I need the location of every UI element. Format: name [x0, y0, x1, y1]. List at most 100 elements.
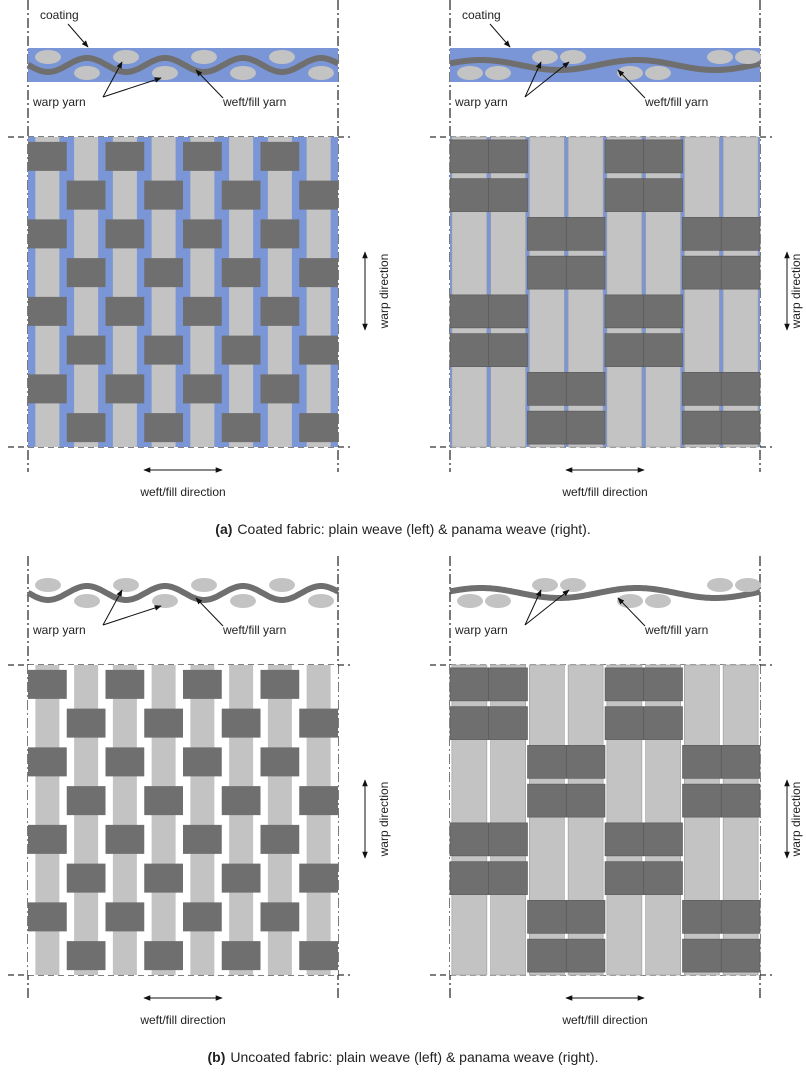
weft-yarn [299, 180, 338, 210]
weft-yarn [144, 413, 183, 443]
warp-yarn-label: warp yarn [454, 623, 508, 637]
weft-yarn [299, 941, 338, 971]
warp-cross-section [560, 50, 586, 64]
weft-yarn [66, 863, 106, 893]
warp-direction-label: warp direction [789, 254, 803, 330]
warp-cross-section [645, 66, 671, 80]
arrow [524, 589, 542, 626]
weft-yarn [28, 219, 67, 249]
weft-yarn [604, 822, 645, 857]
warp-cross-section [152, 66, 178, 80]
weft-yarn [449, 822, 490, 857]
caption: (a) Coated fabric: plain weave (left) & p… [215, 521, 590, 537]
warp-direction-label: warp direction [377, 782, 391, 858]
weft-yarn [299, 258, 338, 288]
weft-yarn [28, 824, 67, 854]
weft-yarn [221, 708, 261, 738]
weft-yarn [682, 745, 722, 779]
weft-yarn [682, 938, 722, 973]
weft-yarn [299, 413, 338, 443]
weft-yarn [604, 178, 645, 212]
weft-yarn [682, 783, 722, 818]
weft-yarn [604, 706, 645, 740]
weft-yarn [604, 139, 645, 174]
weft-yarn [527, 217, 567, 251]
weft-yarn [720, 217, 761, 251]
weft-yarn [66, 708, 106, 738]
weft-yarn [604, 861, 645, 895]
arrow [195, 597, 224, 627]
weft-yarn [260, 219, 300, 249]
warp-cross-section [457, 66, 483, 80]
weft-yarn [299, 708, 338, 738]
weft-yarn [144, 941, 183, 971]
weft-yarn [221, 258, 261, 288]
weft-yarn [527, 900, 567, 934]
weft-yarn [449, 333, 490, 367]
weft-yarn [643, 139, 683, 174]
arrow [67, 23, 89, 48]
weft-yarn [144, 180, 183, 210]
weft-yarn [604, 333, 645, 367]
weft-yarn-label: weft/fill yarn [644, 623, 708, 637]
arrow [102, 589, 123, 626]
warp-cross-section [113, 50, 139, 64]
weft-yarn [643, 706, 683, 740]
weft-yarn [299, 863, 338, 893]
warp-cross-section [560, 578, 586, 592]
arrow [195, 69, 224, 99]
warp-yarn-label: warp yarn [32, 623, 86, 637]
weft-yarn [488, 822, 528, 857]
weft-yarn [643, 294, 683, 329]
weft-yarn [488, 667, 528, 702]
weft-yarn [565, 745, 606, 779]
weft-yarn [144, 258, 183, 288]
warp-cross-section [532, 578, 558, 592]
weft-yarn [565, 372, 606, 406]
weft-yarn [144, 863, 183, 893]
weft-yarn [720, 900, 761, 934]
warp-direction-label: warp direction [789, 782, 803, 858]
weft-yarn [144, 708, 183, 738]
weft-yarn [682, 372, 722, 406]
warp-cross-section [485, 66, 511, 80]
warp-cross-section [74, 66, 100, 80]
weft-yarn [643, 861, 683, 895]
warp-cross-section [532, 50, 558, 64]
weft-yarn [105, 747, 145, 777]
weft-yarn [682, 900, 722, 934]
weft-yarn [299, 335, 338, 365]
weft-yarn [643, 333, 683, 367]
weft-direction-label: weft/fill direction [139, 485, 225, 499]
weft-yarn [183, 747, 222, 777]
weft-yarn [66, 180, 106, 210]
weft-yarn [260, 374, 300, 404]
weft-yarn [28, 902, 67, 932]
weft-yarn [105, 824, 145, 854]
warp-cross-section [191, 50, 217, 64]
weft-yarn [183, 824, 222, 854]
weft-yarn [643, 178, 683, 212]
weft-yarn [604, 667, 645, 702]
coating-label: coating [40, 8, 79, 22]
weft-yarn [260, 141, 300, 171]
warp-cross-section [35, 578, 61, 592]
weft-yarn [720, 745, 761, 779]
warp-yarn-label: warp yarn [32, 95, 86, 109]
weft-yarn [299, 786, 338, 816]
weft-yarn [183, 219, 222, 249]
warp-cross-section [269, 578, 295, 592]
weft-yarn [105, 902, 145, 932]
arrow [524, 589, 570, 626]
weft-yarn [28, 141, 67, 171]
weft-yarn [488, 706, 528, 740]
weft-yarn [449, 667, 490, 702]
arrow [102, 77, 162, 98]
warp-cross-section [230, 66, 256, 80]
weft-yarn [527, 783, 567, 818]
warp-cross-section [308, 66, 334, 80]
weft-yarn [449, 294, 490, 329]
weft-yarn [144, 786, 183, 816]
weft-yarn [488, 861, 528, 895]
weft-yarn [565, 217, 606, 251]
